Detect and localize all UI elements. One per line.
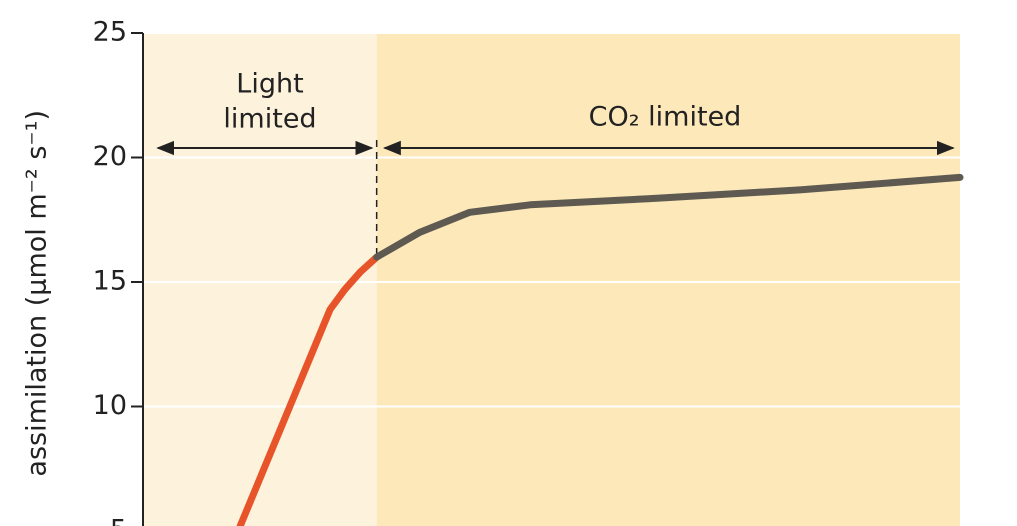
annotation: CO₂ limited xyxy=(589,102,742,133)
light-region xyxy=(143,33,377,526)
y-tick-label: 5 xyxy=(110,514,127,526)
y-axis-label: assimilation (µmol m⁻² s⁻¹) xyxy=(22,110,53,477)
series-line xyxy=(236,253,381,526)
y-tick-label: 25 xyxy=(93,17,127,48)
series-line xyxy=(373,173,964,261)
y-tick-label: 10 xyxy=(93,390,127,421)
annotation: Light xyxy=(236,69,303,100)
y-tick-label: 15 xyxy=(93,265,127,296)
annotation: limited xyxy=(223,104,316,135)
y-tick-label: 20 xyxy=(93,141,127,172)
co2-region xyxy=(376,33,960,526)
